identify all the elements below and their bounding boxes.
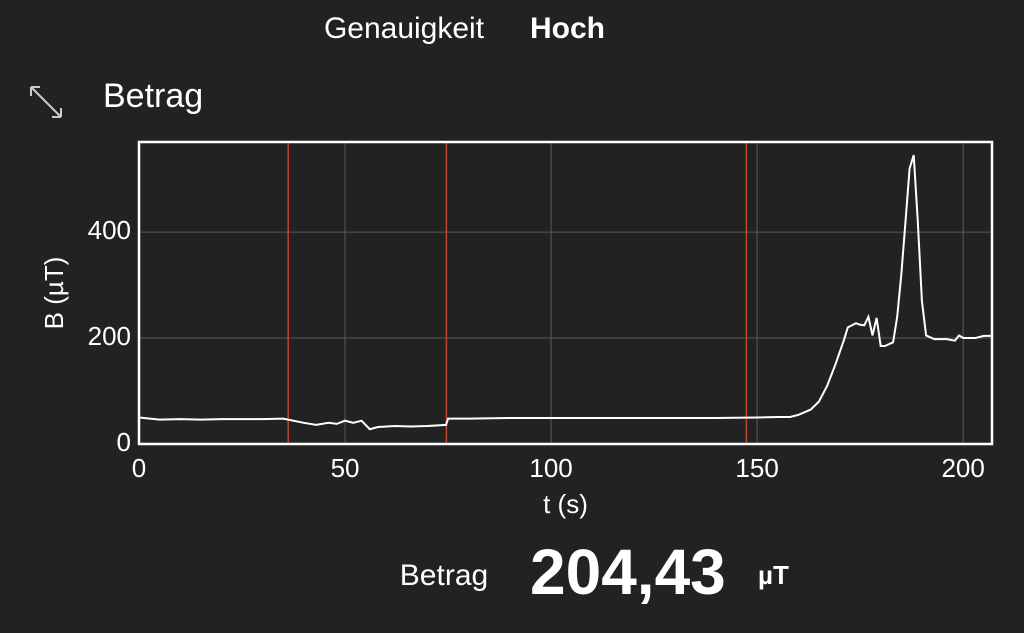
readout-value: 204,43 <box>530 536 726 608</box>
plot-background <box>139 142 992 444</box>
x-tick-label: 150 <box>735 453 778 483</box>
x-tick-label: 50 <box>331 453 360 483</box>
accuracy-value: Hoch <box>530 12 605 45</box>
x-axis-label: t (s) <box>543 489 588 519</box>
y-tick-label: 400 <box>88 215 131 245</box>
x-tick-label: 200 <box>941 453 984 483</box>
y-axis-label: B (µT) <box>39 257 69 330</box>
x-tick-label: 100 <box>529 453 572 483</box>
expand-icon[interactable] <box>30 86 62 118</box>
data-line <box>138 154 992 431</box>
readout-unit: µT <box>758 560 789 590</box>
y-tick-label: 0 <box>117 427 131 457</box>
graph-title: Betrag <box>103 77 203 115</box>
readout-label: Betrag <box>400 559 488 592</box>
plot-frame <box>137 140 994 446</box>
y-tick-label: 200 <box>88 321 131 351</box>
x-tick-label: 0 <box>132 453 146 483</box>
accuracy-label: Genauigkeit <box>324 12 485 45</box>
